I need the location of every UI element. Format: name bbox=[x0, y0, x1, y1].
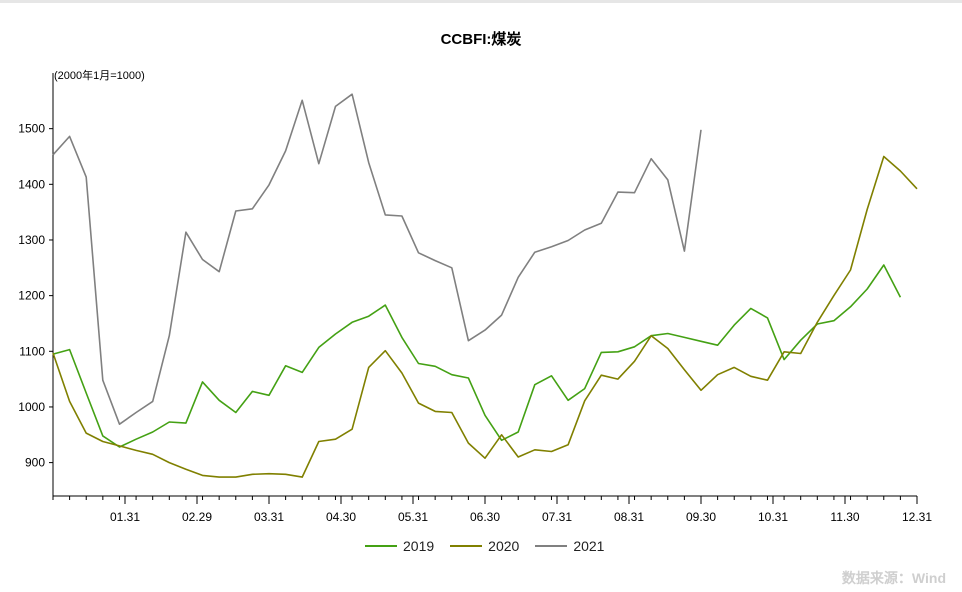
x-tick-label: 07.31 bbox=[542, 510, 572, 524]
source-note: 数据来源：Wind bbox=[841, 570, 946, 586]
y-tick-label: 1500 bbox=[18, 122, 45, 136]
legend-item-2020[interactable]: 2020 bbox=[450, 538, 519, 554]
series-lines bbox=[52, 93, 918, 478]
unit-note: (2000年1月=1000) bbox=[54, 70, 145, 82]
legend-item-2019[interactable]: 2019 bbox=[365, 538, 434, 554]
x-tick-label: 01.31 bbox=[110, 510, 140, 524]
x-tick-label: 09.30 bbox=[686, 510, 716, 524]
axes bbox=[52, 73, 917, 497]
x-tick-label: 03.31 bbox=[254, 510, 284, 524]
y-tick-label: 900 bbox=[25, 456, 45, 470]
series-line-2019 bbox=[52, 264, 902, 448]
x-tick-label: 04.30 bbox=[326, 510, 356, 524]
legend-swatch-2021 bbox=[535, 545, 568, 547]
legend-swatch-2020 bbox=[450, 545, 483, 547]
y-tick-label: 1300 bbox=[18, 233, 45, 247]
y-tick-label: 1200 bbox=[18, 289, 45, 303]
x-tick-label: 05.31 bbox=[398, 510, 428, 524]
x-tick-label: 10.31 bbox=[758, 510, 788, 524]
legend-item-2021[interactable]: 2021 bbox=[535, 538, 604, 554]
legend-label-2019: 2019 bbox=[403, 538, 435, 554]
axis-ticks: 900 1000 1100 1200 1300 1400 1500 01.31 02.29 03.… bbox=[18, 122, 932, 524]
top-divider bbox=[0, 0, 962, 3]
legend-label-2020: 2020 bbox=[488, 538, 520, 554]
y-tick-label: 1400 bbox=[18, 177, 45, 191]
y-tick-label: 1100 bbox=[19, 344, 45, 358]
x-tick-label: 02.29 bbox=[182, 510, 212, 524]
legend-label-2021: 2021 bbox=[573, 538, 605, 554]
series-line-2021 bbox=[52, 93, 702, 426]
y-tick-label: 1000 bbox=[18, 400, 45, 414]
legend: 2019 2020 2021 bbox=[365, 538, 604, 554]
x-tick-label: 06.30 bbox=[470, 510, 500, 524]
x-tick-label: 11.30 bbox=[830, 510, 859, 524]
legend-swatch-2019 bbox=[365, 545, 397, 547]
chart-title: CCBFI:煤炭 bbox=[440, 31, 522, 48]
x-tick-label: 12.31 bbox=[902, 510, 932, 524]
series-line-2020 bbox=[52, 155, 918, 478]
x-tick-label: 08.31 bbox=[614, 510, 644, 524]
